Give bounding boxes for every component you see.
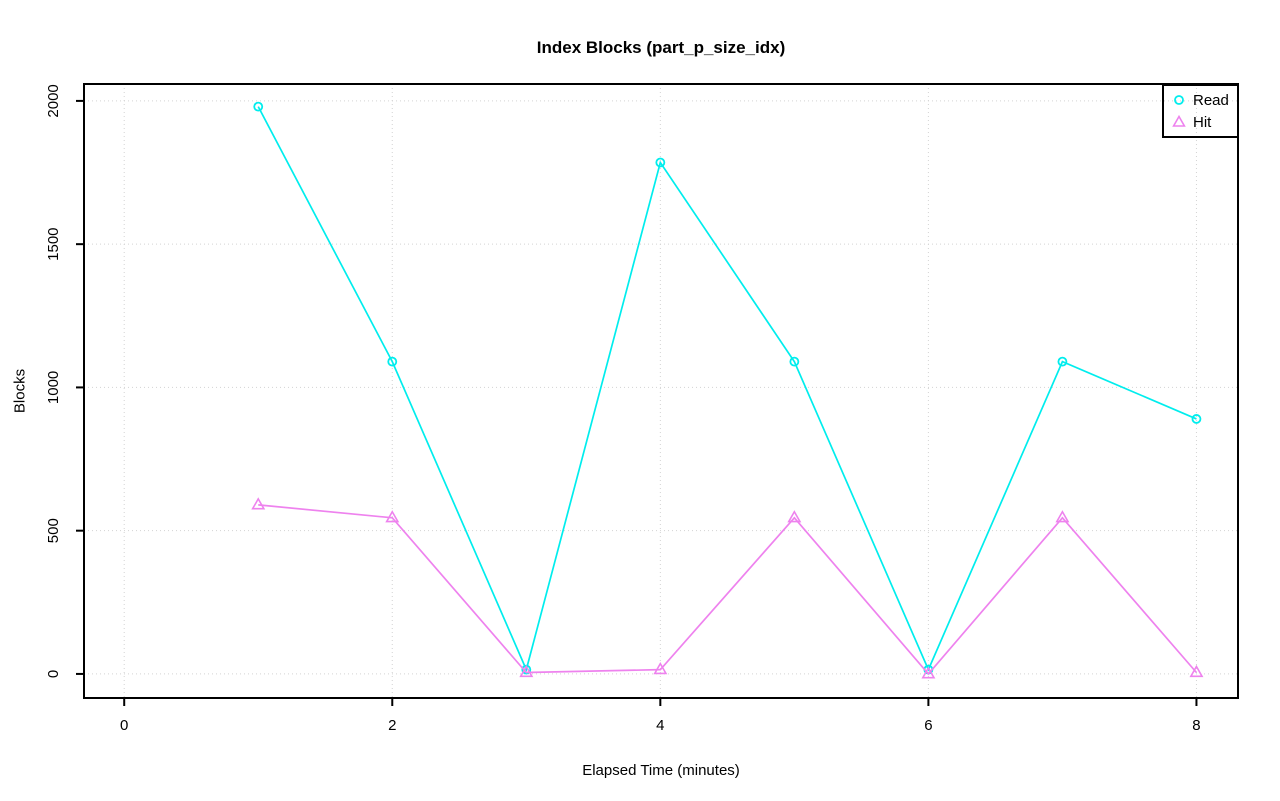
legend-label-read: Read bbox=[1193, 91, 1229, 109]
x-tick-label: 2 bbox=[388, 717, 396, 734]
legend-row-hit: Hit bbox=[1164, 112, 1237, 132]
legend-label-hit: Hit bbox=[1193, 113, 1212, 131]
data-point-hit bbox=[653, 662, 668, 675]
data-point-hit bbox=[385, 510, 400, 523]
y-tick-label: 2000 bbox=[45, 84, 62, 117]
series-line-read bbox=[257, 106, 1197, 673]
data-point-hit bbox=[1189, 664, 1204, 678]
plot-box bbox=[83, 83, 1239, 699]
series-line-hit bbox=[258, 504, 1198, 676]
legend: Read Hit bbox=[1162, 84, 1239, 138]
data-point-read bbox=[1191, 414, 1202, 424]
x-tick-label: 4 bbox=[656, 717, 664, 734]
chart-title: Index Blocks (part_p_size_idx) bbox=[536, 38, 786, 57]
data-point-read bbox=[1057, 356, 1068, 367]
data-point-read bbox=[253, 101, 264, 112]
x-axis-label: Elapsed Time (minutes) bbox=[582, 762, 740, 779]
data-point-read bbox=[789, 356, 800, 367]
data-point-hit bbox=[1055, 510, 1070, 523]
data-point-read bbox=[387, 356, 398, 367]
data-point-hit bbox=[519, 664, 534, 678]
data-point-hit bbox=[921, 666, 936, 679]
data-point-read bbox=[655, 157, 666, 168]
y-tick-label: 0 bbox=[45, 670, 62, 678]
read-circle-marker-icon bbox=[1174, 95, 1184, 105]
y-tick-label: 1500 bbox=[45, 227, 62, 260]
y-tick-label: 500 bbox=[45, 518, 62, 543]
hit-triangle-marker-icon bbox=[1172, 115, 1186, 127]
data-point-hit bbox=[251, 497, 266, 510]
legend-row-read: Read bbox=[1164, 90, 1237, 110]
y-tick-label: 1000 bbox=[45, 371, 62, 404]
x-tick-label: 8 bbox=[1192, 717, 1200, 734]
data-point-hit bbox=[787, 510, 802, 523]
x-tick-label: 0 bbox=[120, 717, 128, 734]
x-tick-label: 6 bbox=[924, 717, 932, 734]
y-axis-label: Blocks bbox=[11, 368, 29, 414]
